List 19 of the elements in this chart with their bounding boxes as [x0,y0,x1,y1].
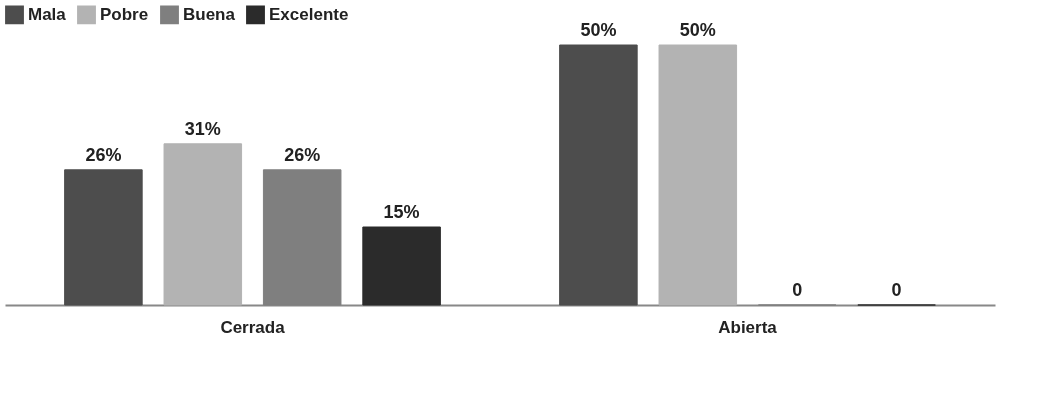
bar [163,143,243,306]
legend-label: Buena [183,4,236,24]
data-label: 26% [85,144,122,165]
data-label: 50% [679,20,716,40]
bar [362,226,441,306]
data-label: 26% [284,144,321,165]
bar [559,44,638,306]
x-tick-label: Cerrada [220,317,286,337]
legend-label: Pobre [100,4,149,24]
bar [658,44,738,306]
legend-label: Excelente [269,4,349,24]
data-label: 0 [792,280,803,300]
bar [64,169,143,306]
x-tick-label: Abierta [718,317,778,337]
data-label: 31% [184,118,221,139]
data-label: 15% [383,202,420,222]
data-label: 50% [580,20,617,40]
data-label: 0 [891,280,902,300]
legend-label: Mala [28,4,67,24]
